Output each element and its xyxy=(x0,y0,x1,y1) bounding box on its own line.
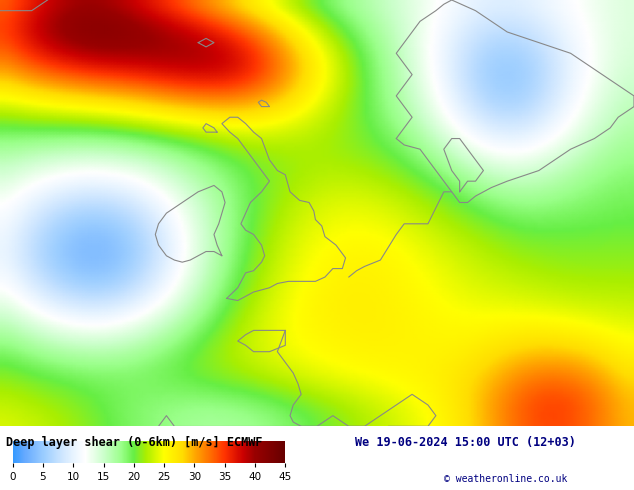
Text: © weatheronline.co.uk: © weatheronline.co.uk xyxy=(444,474,567,484)
Text: We 19-06-2024 15:00 UTC (12+03): We 19-06-2024 15:00 UTC (12+03) xyxy=(355,436,576,449)
Text: Deep layer shear (0-6km) [m/s] ECMWF: Deep layer shear (0-6km) [m/s] ECMWF xyxy=(6,436,263,449)
